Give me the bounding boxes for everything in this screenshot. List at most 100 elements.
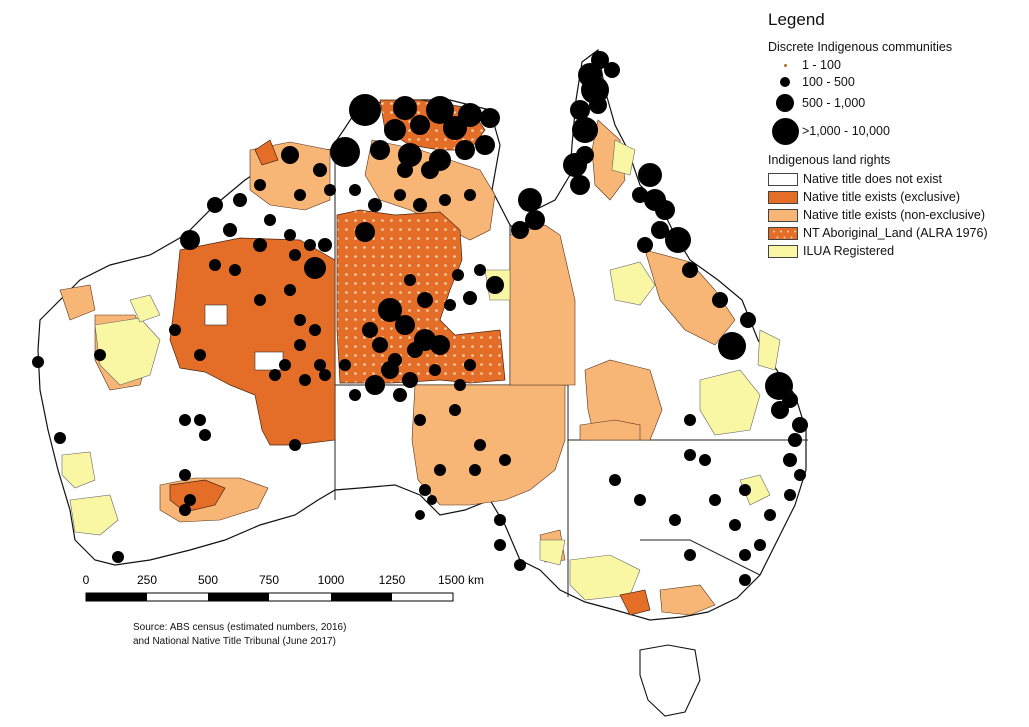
community-dot [788, 433, 802, 447]
legend-land-3: Native title exists (non-exclusive) [768, 206, 1023, 224]
community-dot [464, 359, 476, 371]
community-points [32, 51, 808, 586]
community-dot [486, 276, 504, 294]
community-dot [591, 51, 609, 69]
community-dot [339, 359, 351, 371]
legend-land-1: Native title does not exist [768, 170, 1023, 188]
community-dot [94, 349, 106, 361]
tiny-dot-icon [783, 63, 787, 67]
community-dot [570, 175, 590, 195]
community-dot [684, 449, 696, 461]
community-dot [349, 94, 381, 126]
community-dot [783, 453, 797, 467]
community-dot [304, 257, 326, 279]
community-dot [452, 269, 464, 281]
community-dot [179, 469, 191, 481]
legend-land-label: ILUA Registered [803, 244, 895, 258]
community-dot [576, 146, 594, 164]
community-dot [740, 312, 756, 328]
community-dot [655, 200, 675, 220]
legend-community-1: 1 - 100 [768, 57, 1023, 73]
community-dot [368, 198, 382, 212]
community-dot [384, 119, 406, 141]
community-dot [284, 229, 296, 241]
scale-tick-4: 1000 [318, 573, 345, 587]
community-dot [289, 439, 301, 451]
community-dot [402, 372, 418, 388]
community-dot [739, 484, 751, 496]
nt-aboriginal-swatch [768, 226, 798, 240]
community-dot [764, 509, 776, 521]
community-dot [480, 108, 500, 128]
community-dot [309, 324, 321, 336]
community-dot [430, 335, 450, 355]
legend-community-label: 1 - 100 [802, 58, 841, 72]
community-dot [324, 184, 336, 196]
community-dot [349, 184, 361, 196]
legend: Legend Discrete Indigenous communities 1… [768, 10, 1023, 260]
source-line-2: and National Native Title Tribunal (June… [133, 636, 336, 647]
community-dot [207, 197, 223, 213]
community-dot [455, 140, 475, 160]
community-dot [314, 359, 326, 371]
legend-community-4: >1,000 - 10,000 [768, 115, 1023, 147]
community-dot [223, 223, 237, 237]
community-dot [739, 549, 751, 561]
community-dot [417, 292, 433, 308]
community-dot [413, 198, 427, 212]
medium-dot-icon [776, 94, 794, 112]
community-dot [709, 494, 721, 506]
community-dot [421, 161, 439, 179]
community-dot [370, 140, 390, 160]
legend-land-5: ILUA Registered [768, 242, 1023, 260]
community-dot [355, 222, 375, 242]
legend-land-label: NT Aboriginal_Land (ALRA 1976) [803, 226, 988, 240]
ilua-swatch [768, 244, 798, 258]
community-dot [682, 262, 698, 278]
community-dot [289, 249, 301, 261]
community-dot [449, 404, 461, 416]
community-dot [294, 339, 306, 351]
legend-community-2: 100 - 500 [768, 73, 1023, 91]
community-dot [299, 374, 311, 386]
community-dot [253, 238, 267, 252]
community-dot [609, 474, 621, 486]
community-dot [229, 264, 241, 276]
community-dot [394, 189, 406, 201]
community-dot [410, 115, 430, 135]
community-dot [180, 230, 200, 250]
community-dot [318, 238, 332, 252]
community-dot [365, 375, 385, 395]
community-dot [304, 239, 316, 251]
community-dot [209, 259, 221, 271]
community-dot [443, 116, 467, 140]
community-dot [494, 539, 506, 551]
no-native-title-holes [204, 304, 284, 371]
community-dot [729, 519, 741, 531]
source-line-1: Source: ABS census (estimated numbers, 2… [133, 622, 347, 633]
community-dot [279, 359, 291, 371]
community-dot [415, 510, 425, 520]
small-dot-icon [780, 77, 790, 87]
community-dot [474, 439, 486, 451]
community-dot [393, 388, 407, 402]
scale-tick-2: 500 [198, 573, 218, 587]
community-dot [634, 494, 646, 506]
community-dot [426, 96, 454, 124]
legend-land-label: Native title does not exist [803, 172, 942, 186]
community-dot [313, 163, 327, 177]
community-dot [739, 574, 751, 586]
scale-tick-0: 0 [83, 573, 90, 587]
community-dot [199, 429, 211, 441]
community-dot [254, 179, 266, 191]
community-dot [651, 221, 669, 239]
community-dot [469, 464, 481, 476]
community-dot [499, 454, 511, 466]
community-dot [233, 193, 247, 207]
community-dot [754, 539, 766, 551]
legend-land-label: Native title exists (non-exclusive) [803, 208, 986, 222]
community-dot [281, 146, 299, 164]
community-dot [378, 298, 402, 322]
community-dot [393, 96, 417, 120]
community-dot [398, 143, 422, 167]
